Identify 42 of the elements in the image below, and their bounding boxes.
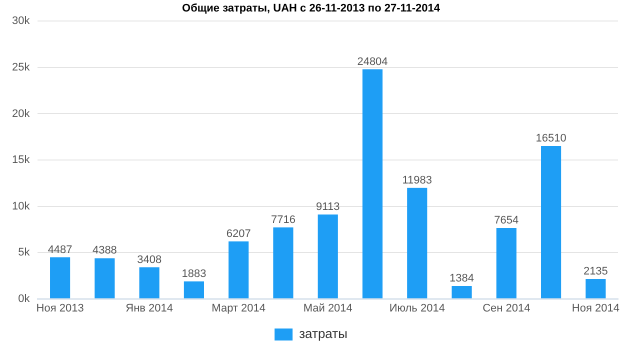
- y-tick-label: 20k: [12, 108, 30, 120]
- data-label: 1384: [450, 272, 474, 285]
- bar: [407, 188, 428, 298]
- data-label: 6207: [226, 228, 251, 240]
- bar: [50, 257, 70, 298]
- x-tick-label: Ноя 2013: [36, 302, 84, 314]
- data-label: 11983: [402, 174, 432, 186]
- bar: [541, 146, 562, 298]
- bar: [452, 286, 472, 298]
- x-tick-label: Март 2014: [212, 302, 266, 314]
- data-label: 7716: [270, 214, 296, 226]
- x-tick-label: Ноя 2014: [572, 302, 620, 314]
- bar: [228, 241, 249, 298]
- bar: [362, 69, 383, 298]
- x-tick-label: Янв 2014: [126, 302, 174, 314]
- bar: [586, 279, 606, 298]
- data-label: 7654: [494, 214, 519, 227]
- data-label: 2135: [583, 266, 608, 278]
- bar: [184, 281, 204, 298]
- bar: [273, 227, 294, 298]
- y-tick-label: 5k: [18, 246, 30, 259]
- bar: [318, 214, 338, 298]
- bar: [139, 267, 160, 298]
- chart-title: Общие затраты, UAH с 26-11-2013 по 27-11-2014: [182, 2, 441, 15]
- y-tick-label: 30k: [12, 15, 30, 28]
- y-tick-label: 0k: [18, 292, 30, 305]
- data-label: 4487: [48, 244, 72, 256]
- x-tick-label: Сен 2014: [482, 302, 530, 314]
- y-tick-label: 10k: [12, 200, 30, 212]
- data-label: 3408: [137, 254, 162, 266]
- bar: [496, 228, 516, 298]
- legend-label: затраты: [299, 326, 348, 342]
- bar: [94, 258, 115, 298]
- x-tick-label: Май 2014: [303, 302, 352, 314]
- y-tick-label: 25k: [12, 62, 30, 74]
- x-tick-label: Июль 2014: [389, 302, 445, 314]
- data-label: 16510: [536, 132, 566, 145]
- y-tick-label: 15k: [12, 154, 30, 166]
- data-label: 24804: [357, 56, 388, 68]
- data-label: 1883: [182, 268, 206, 280]
- data-label: 4388: [92, 244, 117, 257]
- data-label: 9113: [316, 201, 340, 214]
